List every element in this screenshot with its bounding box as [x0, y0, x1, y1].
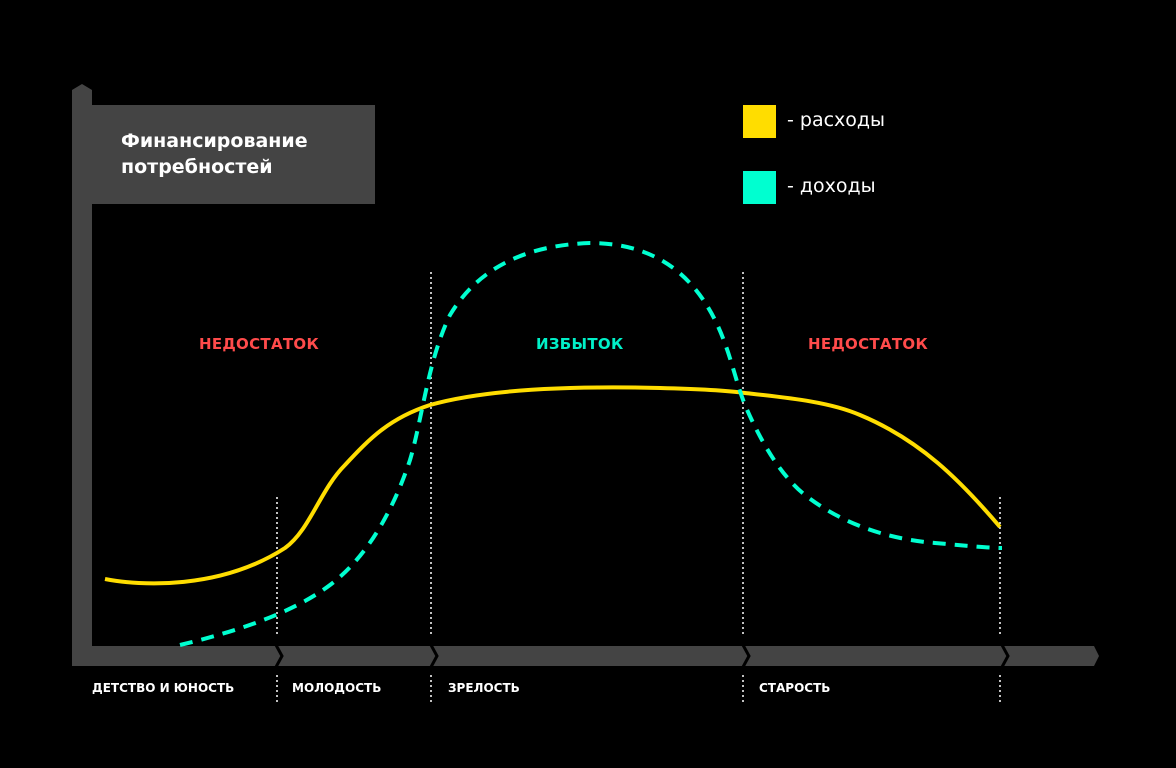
zone-label-shortage-1: НЕДОСТАТОК: [199, 335, 320, 353]
stage-label-childhood: ДЕТСТВО И ЮНОСТЬ: [92, 681, 235, 695]
legend-swatch-expenses: [743, 105, 776, 138]
title-flag: [92, 105, 375, 204]
legend-label-income: - доходы: [787, 175, 876, 197]
income-curve: [179, 240, 1003, 647]
chart-title: Финансирование потребностей: [121, 130, 308, 178]
legend-label-expenses: - расходы: [787, 109, 886, 131]
stage-dividers: [276, 272, 1001, 702]
expenses-curve: [104, 385, 1002, 586]
vertical-axis: [72, 84, 92, 666]
zone-label-surplus: ИЗБЫТОК: [536, 335, 624, 353]
horizontal-axis: [72, 646, 1099, 666]
legend-swatch-income: [743, 171, 776, 204]
zone-label-shortage-2: НЕДОСТАТОК: [808, 335, 929, 353]
axis-chevrons: [274, 644, 1010, 668]
stage-label-old-age: СТАРОСТЬ: [759, 681, 831, 695]
stage-label-youth: МОЛОДОСТЬ: [292, 681, 382, 695]
stage-label-maturity: ЗРЕЛОСТЬ: [448, 681, 520, 695]
